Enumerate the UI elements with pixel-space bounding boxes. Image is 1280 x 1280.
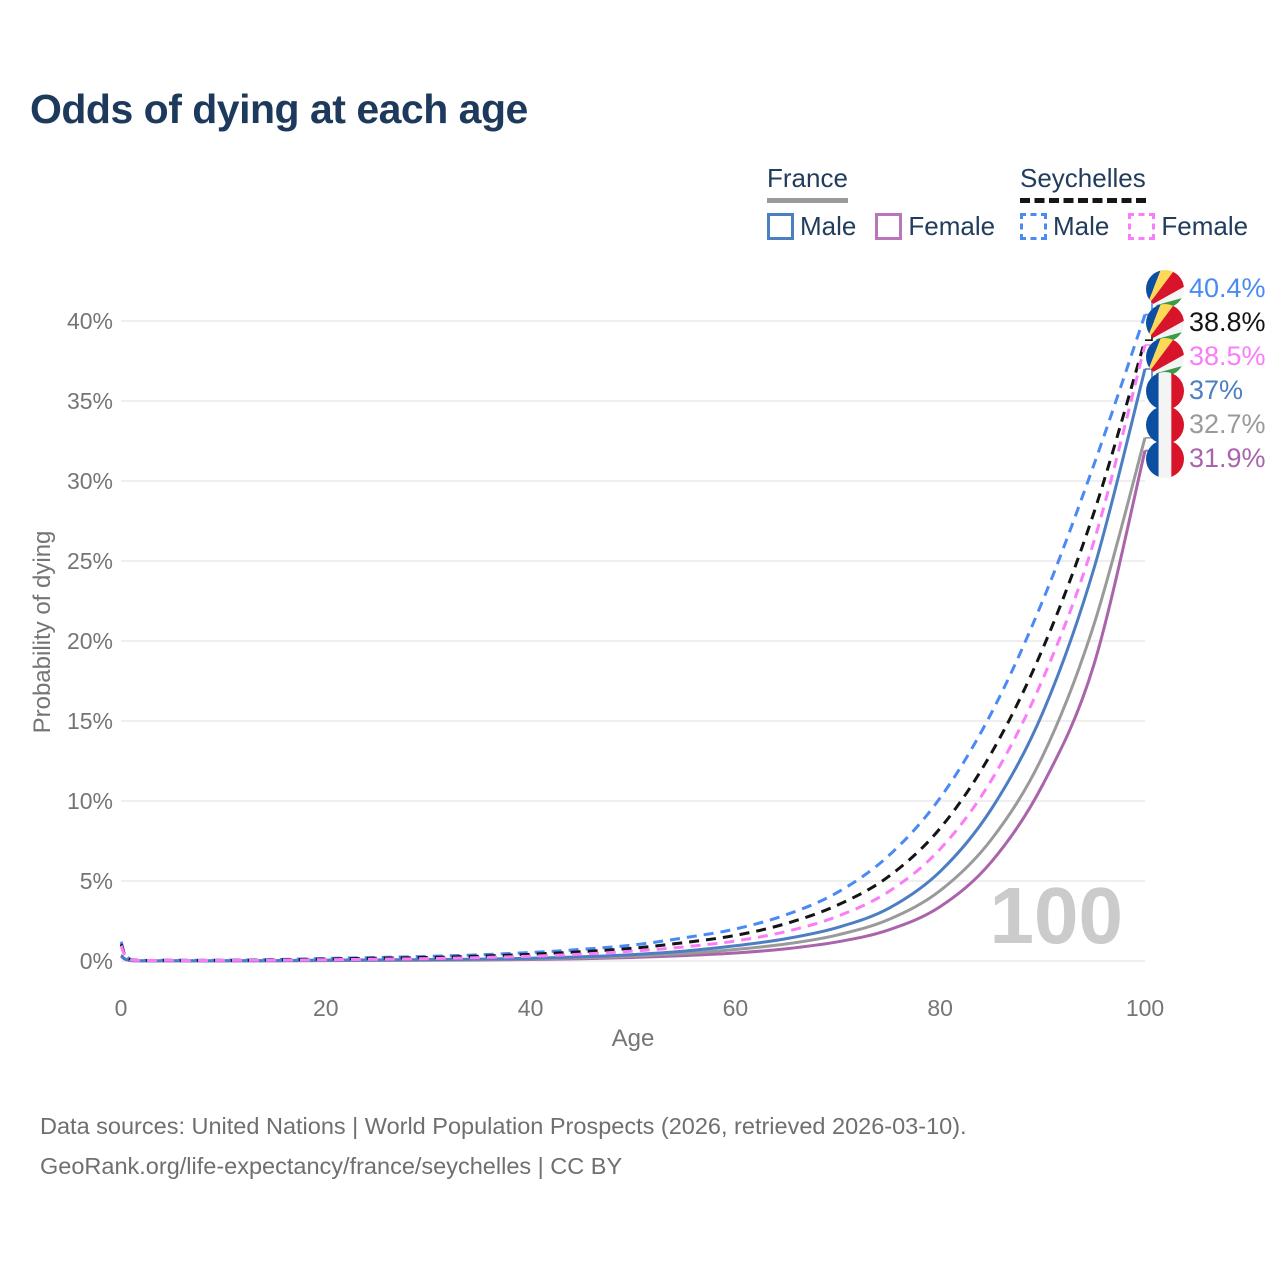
y-tick-label: 10% [67,788,113,814]
y-tick-label: 15% [67,708,113,734]
end-label-france-female: 31.9% [1146,439,1266,478]
x-tick-label: 20 [313,995,339,1021]
series-line-seychelles-female [119,344,1147,963]
series-line-seychelles-all [119,339,1147,962]
france-flag-icon [1146,371,1184,410]
end-label-france-male: 37% [1146,371,1244,410]
y-tick-label: 30% [67,468,113,494]
end-label-seychelles-male: 40.4% [1146,269,1266,308]
end-value-label: 32.7% [1189,409,1266,440]
x-tick-label: 40 [518,995,544,1021]
y-tick-label: 40% [67,308,113,334]
end-value-label: 38.8% [1189,307,1266,338]
x-tick-label: 80 [927,995,953,1021]
y-tick-label: 0% [80,948,113,974]
footer-data-sources: Data sources: United Nations | World Pop… [40,1113,967,1139]
end-value-label: 40.4% [1189,273,1266,304]
end-value-label: 38.5% [1189,341,1266,372]
seychelles-flag-icon [1146,269,1184,308]
france-flag-icon [1146,439,1184,478]
y-axis-title: Probability of dying [29,531,56,734]
x-tick-label: 0 [115,995,128,1021]
end-label-seychelles-all: 38.8% [1146,303,1266,342]
y-tick-label: 5% [80,868,113,894]
y-tick-label: 20% [67,628,113,654]
end-value-label: 31.9% [1189,443,1266,474]
x-tick-label: 60 [723,995,749,1021]
seychelles-flag-icon [1146,303,1184,342]
end-label-seychelles-female: 38.5% [1146,337,1266,376]
end-label-france-all: 32.7% [1146,405,1266,444]
x-axis-title: Age [612,1025,655,1052]
end-value-label: 37% [1189,375,1244,406]
footer-attribution: GeoRank.org/life-expectancy/france/seych… [40,1153,623,1180]
watermark-age-label: 100 [990,871,1123,960]
seychelles-flag-icon [1146,337,1184,376]
y-tick-label: 35% [67,388,113,414]
france-flag-icon [1146,405,1184,444]
page-title: Odds of dying at each age [30,86,528,132]
y-tick-label: 25% [67,548,113,574]
footer: Data sources: United Nations | World Pop… [40,1106,967,1187]
x-tick-label: 100 [1126,995,1164,1021]
